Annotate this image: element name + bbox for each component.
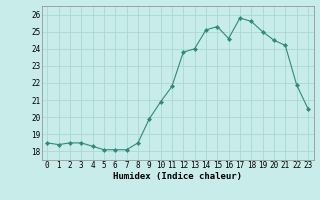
X-axis label: Humidex (Indice chaleur): Humidex (Indice chaleur) (113, 172, 242, 181)
